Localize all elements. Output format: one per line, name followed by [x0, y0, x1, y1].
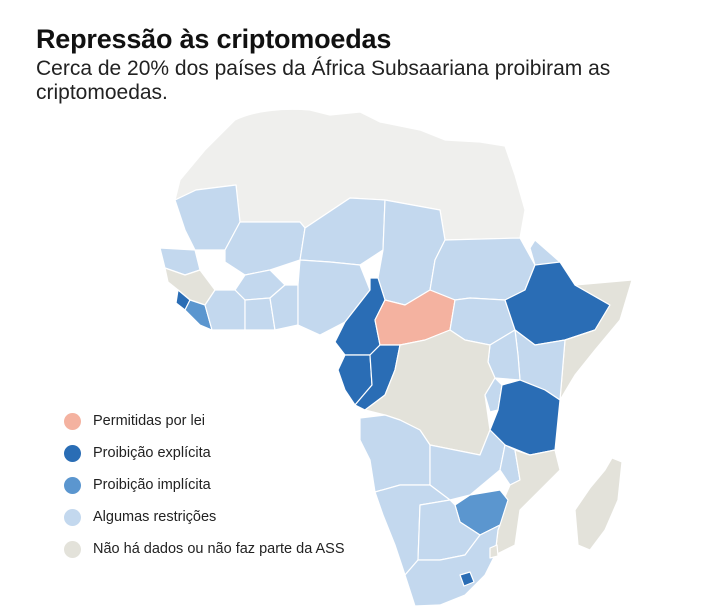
legend-item: Proibição explícita: [64, 437, 345, 469]
country-lesotho: [459, 571, 475, 587]
legend-item: Algumas restrições: [64, 501, 345, 533]
legend-label: Não há dados ou não faz parte da ASS: [93, 541, 345, 557]
country-south-africa: [404, 524, 501, 607]
country-mali: [224, 221, 306, 276]
legend-item: Não há dados ou não faz parte da ASS: [64, 533, 345, 565]
legend-swatch: [64, 540, 81, 558]
country-sudan: [429, 237, 536, 301]
country-cote-divoire: [204, 289, 246, 331]
legend-swatch: [64, 444, 81, 462]
legend-item: Proibição implícita: [64, 469, 345, 501]
legend-swatch: [64, 508, 81, 526]
legend-label: Permitidas por lei: [93, 413, 206, 429]
legend-swatch: [64, 476, 81, 494]
legend-item: Permitidas por lei: [64, 405, 345, 437]
legend-label: Proibição explícita: [93, 445, 211, 461]
legend: Permitidas por lei Proibição explícita P…: [64, 405, 345, 565]
country-eswatini: [489, 544, 499, 559]
legend-label: Proibição implícita: [93, 477, 211, 493]
country-somalia: [559, 279, 633, 401]
legend-label: Algumas restrições: [93, 509, 217, 525]
map-subtitle: Cerca de 20% dos países da África Subsaa…: [36, 57, 611, 104]
country-madagascar: [574, 457, 623, 551]
map-title: Repressão às criptomoedas: [36, 24, 392, 54]
legend-swatch: [64, 412, 81, 430]
